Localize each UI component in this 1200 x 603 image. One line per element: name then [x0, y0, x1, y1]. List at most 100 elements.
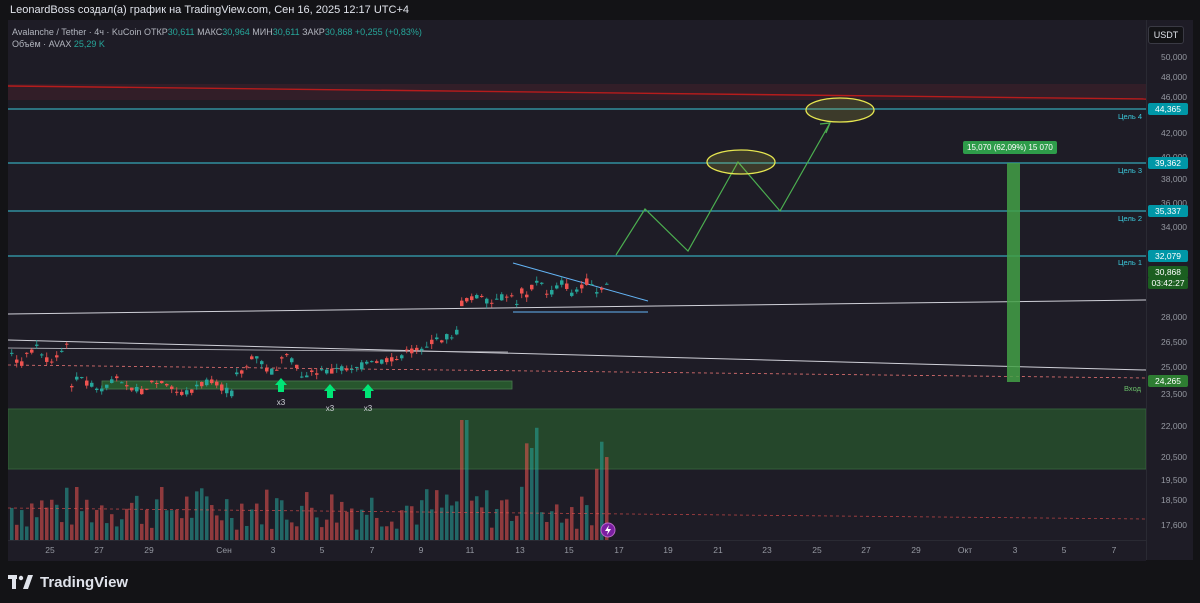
candle-body: [240, 370, 244, 374]
volume-bar: [275, 498, 279, 540]
candle-body: [70, 385, 74, 388]
price-axis[interactable]: 50,00048,00046,00042,00040,00038,00036,0…: [1146, 20, 1193, 560]
volume-bar: [465, 420, 469, 540]
volume-bar: [485, 490, 489, 540]
volume-bar: [100, 505, 104, 540]
time-tick: 17: [614, 545, 624, 555]
time-tick: Окт: [957, 545, 973, 555]
chart-canvas[interactable]: [8, 20, 1146, 540]
candle-body: [595, 292, 599, 294]
goal-label-4: Цель 4: [1118, 112, 1143, 121]
candle-body: [125, 385, 129, 387]
candle-body: [35, 344, 39, 346]
candle-body: [315, 373, 319, 375]
time-tick: 5: [319, 545, 325, 555]
volume-bar: [380, 526, 384, 540]
entry-zone: [101, 380, 513, 390]
candle-body: [475, 295, 479, 299]
countdown-tag: 03:42:27: [1148, 277, 1188, 289]
symbol-name[interactable]: Avalanche / Tether · 4ч · KuCoin: [12, 27, 142, 37]
open-label: ОТКР: [143, 27, 168, 37]
volume-bar: [210, 505, 214, 540]
candle-body: [265, 367, 269, 372]
candle-body: [230, 390, 234, 397]
candle-body: [110, 379, 114, 383]
currency-selector[interactable]: USDT: [1148, 26, 1184, 44]
volume-bar: [265, 489, 269, 540]
candle-body: [95, 388, 99, 391]
chart-frame[interactable]: Avalanche / Tether · 4ч · KuCoin ОТКР30,…: [8, 20, 1193, 561]
volume-bar: [120, 519, 124, 540]
volume-bar: [245, 525, 249, 540]
time-tick: 27: [861, 545, 871, 555]
candle-body: [395, 359, 399, 361]
time-tick: 13: [515, 545, 525, 555]
candle-body: [440, 340, 444, 343]
low-value: 30,611: [272, 27, 300, 37]
candle-body: [575, 289, 579, 292]
candle-body: [285, 354, 289, 356]
candle-body: [175, 391, 179, 393]
candle-body: [530, 284, 534, 290]
volume-bar: [365, 514, 369, 540]
volume-bar: [70, 524, 74, 540]
volume-bar: [530, 448, 534, 540]
top-bar: LeonardBoss создал(а) график на TradingV…: [0, 0, 1200, 20]
volume-bar: [475, 496, 479, 540]
price-tick: 26,500: [1161, 337, 1187, 347]
target-2-price-tag: 35,337: [1148, 205, 1188, 217]
volume-bar: [525, 443, 529, 540]
candle-body: [605, 283, 609, 285]
candle-body: [420, 348, 424, 351]
volume-bar: [455, 501, 459, 540]
brand-name: TradingView: [40, 573, 129, 591]
time-axis[interactable]: 25 27 29 Сен 3 5 7 9 11 13 15 17 19 21 23 25 27 29 Окт 3 5 7: [8, 540, 1146, 561]
volume-bar: [90, 522, 94, 540]
volume-bar: [270, 528, 274, 540]
candle-body: [15, 359, 19, 363]
volume-bar: [225, 499, 229, 540]
volume-bar: [560, 522, 564, 540]
volume-bar: [220, 520, 224, 540]
buy-marker-label: x3: [276, 398, 286, 407]
volume-bar: [445, 494, 449, 540]
candle-body: [170, 386, 174, 390]
volume-bar: [170, 510, 174, 540]
candle-body: [205, 379, 209, 386]
candle-body: [75, 376, 79, 380]
volume-bar: [410, 506, 414, 540]
volume-value: 25,29 K: [73, 39, 105, 49]
volume-bar: [425, 489, 429, 540]
volume-bar: [200, 488, 204, 540]
volume-bar: [130, 502, 134, 540]
candle-body: [515, 303, 519, 305]
candle-body: [310, 370, 314, 373]
volume-bar: [430, 509, 434, 540]
candle-body: [335, 367, 339, 369]
candle-body: [500, 294, 504, 301]
volume-bar: [140, 523, 144, 540]
volume-bar: [260, 524, 264, 540]
candle-body: [325, 369, 329, 374]
volume-bar: [415, 524, 419, 540]
volume-bar: [575, 528, 579, 540]
price-plot[interactable]: Цель 4 Цель 3 Цель 2 Цель 1 Вход 15,070 …: [8, 20, 1146, 540]
candle-body: [495, 298, 499, 300]
candle-body: [210, 379, 214, 384]
volume-bar: [450, 505, 454, 540]
candle-body: [10, 352, 14, 354]
candle-body: [405, 349, 409, 351]
close-value: 30,868: [324, 27, 353, 37]
candle-body: [580, 284, 584, 289]
volume-bar: [240, 503, 244, 540]
candle-body: [435, 337, 439, 340]
time-tick: Сен: [216, 545, 232, 555]
candle-body: [130, 387, 134, 391]
volume-bar: [175, 509, 179, 540]
open-value: 30,611: [167, 27, 195, 37]
price-tick: 25,000: [1161, 362, 1187, 372]
close-label: ЗАКР: [302, 27, 325, 37]
price-range-measure[interactable]: 15,070 (62,09%) 15 070: [963, 141, 1057, 154]
high-value: 30,964: [222, 27, 250, 37]
projected-path-arrow: [819, 122, 831, 134]
